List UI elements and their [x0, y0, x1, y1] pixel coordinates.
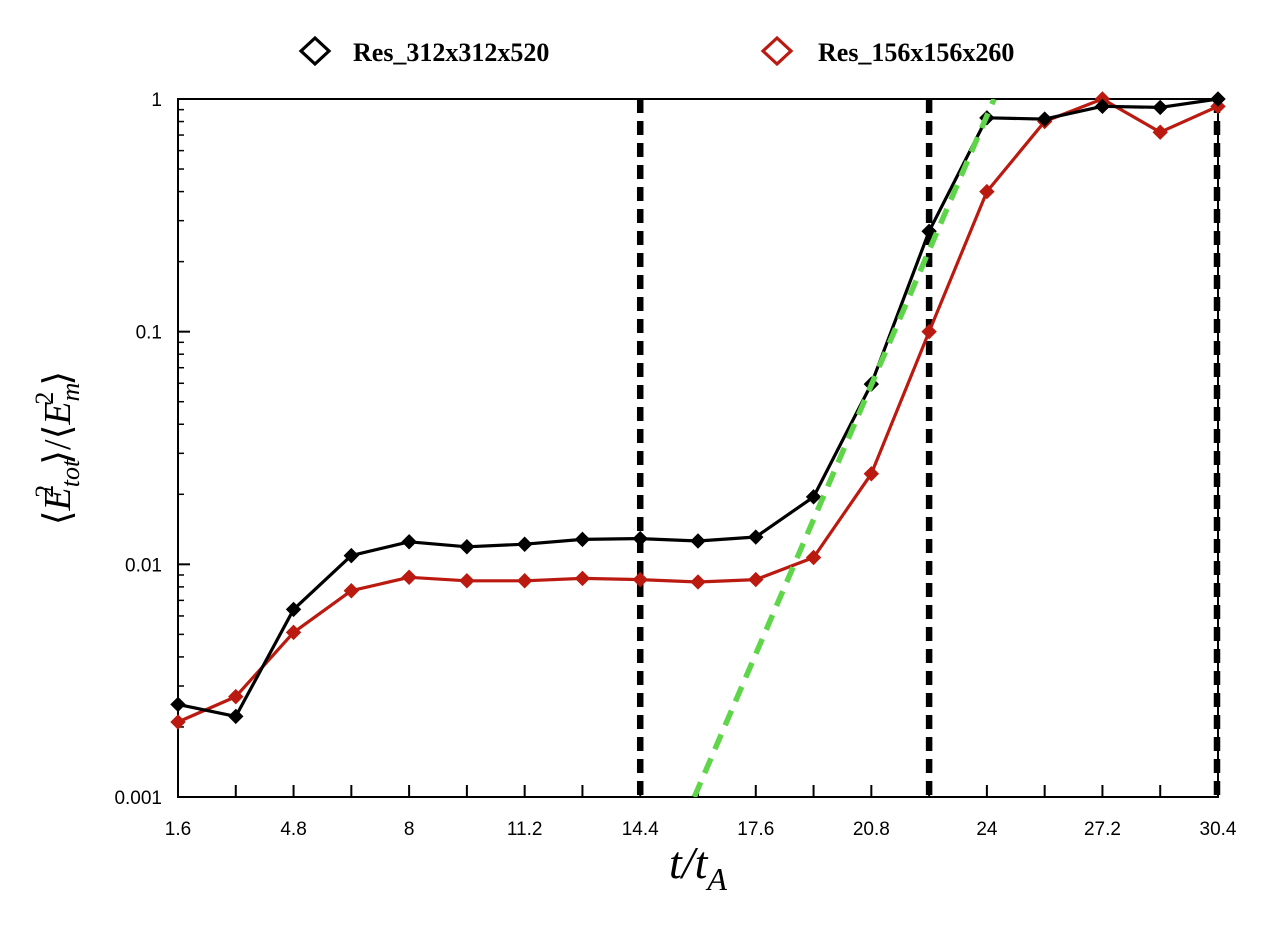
data-point-series-1 — [516, 573, 533, 589]
x-tick-label: 4.8 — [280, 819, 306, 840]
data-point-series-1 — [805, 549, 822, 566]
data-point-series-0 — [805, 489, 822, 505]
ylabel-den-sub: m — [56, 383, 85, 402]
y-tick-label: 0.001 — [114, 788, 162, 809]
ylabel-num-main: E — [37, 487, 79, 511]
data-point-series-1 — [1152, 124, 1168, 140]
data-point-series-1 — [863, 466, 880, 482]
x-tick-label: 11.2 — [507, 819, 543, 840]
data-point-series-0 — [1152, 99, 1168, 116]
data-point-series-1 — [228, 688, 244, 705]
xlabel-sub: A — [705, 861, 727, 897]
ylabel-num-sub: tot — [56, 459, 85, 487]
data-point-series-0 — [228, 708, 244, 725]
data-point-series-0 — [632, 530, 648, 547]
svg-text:⟨Etot2⟩/⟨Em2⟩: ⟨Etot2⟩/⟨Em2⟩ — [30, 371, 85, 526]
data-point-series-0 — [343, 547, 360, 564]
x-tick-label: 24 — [976, 819, 998, 840]
data-point-series-1 — [401, 569, 417, 585]
series-line-1 — [177, 97, 1219, 724]
series-line-0 — [177, 97, 1219, 719]
data-point-series-0 — [516, 536, 533, 552]
data-point-series-0 — [1094, 98, 1111, 115]
x-axis-label: t/tA — [669, 837, 727, 897]
data-point-series-0 — [1036, 111, 1053, 127]
data-point-series-1 — [921, 323, 937, 340]
plot-frame — [177, 98, 1219, 798]
data-point-series-1 — [690, 574, 706, 590]
ylabel-den-sup: 2 — [30, 392, 59, 405]
data-point-series-0 — [690, 533, 706, 549]
data-point-series-0 — [921, 223, 937, 240]
xlabel-main: t/t — [669, 837, 709, 888]
data-point-series-0 — [1210, 91, 1226, 107]
data-point-series-1 — [459, 573, 475, 589]
y-axis-label: ⟨Etot2⟩/⟨Em2⟩ — [30, 371, 85, 526]
x-tick-label: 30.4 — [1200, 819, 1237, 840]
data-point-series-1 — [170, 714, 186, 730]
y-tick-label: 0.1 — [136, 323, 162, 344]
y-tick-label: 0.01 — [125, 555, 162, 576]
data-point-series-0 — [170, 696, 186, 713]
data-point-series-1 — [632, 571, 648, 588]
y-tick-label: 1 — [151, 90, 162, 111]
legend: Res_312x312x520 Res_156x156x260 — [298, 35, 1014, 67]
legend-label-series-1: Res_156x156x260 — [818, 38, 1014, 67]
data-point-series-0 — [285, 601, 302, 618]
exponential-fit-line — [691, 99, 997, 797]
data-point-series-1 — [343, 583, 360, 599]
legend-marker-series-1 — [760, 35, 794, 67]
data-point-series-0 — [459, 539, 475, 555]
legend-marker-series-0 — [298, 35, 332, 67]
x-tick-label: 17.6 — [737, 819, 774, 840]
ylabel-den-main: E — [37, 401, 79, 425]
ylabel-num-sup: 2 — [30, 485, 59, 498]
x-tick-label: 27.2 — [1084, 819, 1121, 840]
data-point-series-1 — [574, 570, 591, 587]
x-tick-label: 14.4 — [622, 819, 659, 840]
data-point-series-0 — [748, 529, 764, 545]
plot-area: 1.6 4.8 8 11.2 14.4 17.6 20.8 24 27.2 30.4 0.001 0.… — [114, 90, 1236, 840]
data-point-series-0 — [574, 531, 591, 548]
legend-label-series-0: Res_312x312x520 — [353, 38, 549, 67]
data-point-series-0 — [401, 534, 417, 550]
x-tick-label: 8 — [404, 819, 415, 840]
x-tick-label: 1.6 — [165, 819, 191, 840]
data-point-series-1 — [979, 183, 995, 200]
data-point-series-1 — [748, 571, 764, 588]
x-tick-label: 20.8 — [853, 819, 890, 840]
data-point-series-1 — [285, 624, 302, 641]
